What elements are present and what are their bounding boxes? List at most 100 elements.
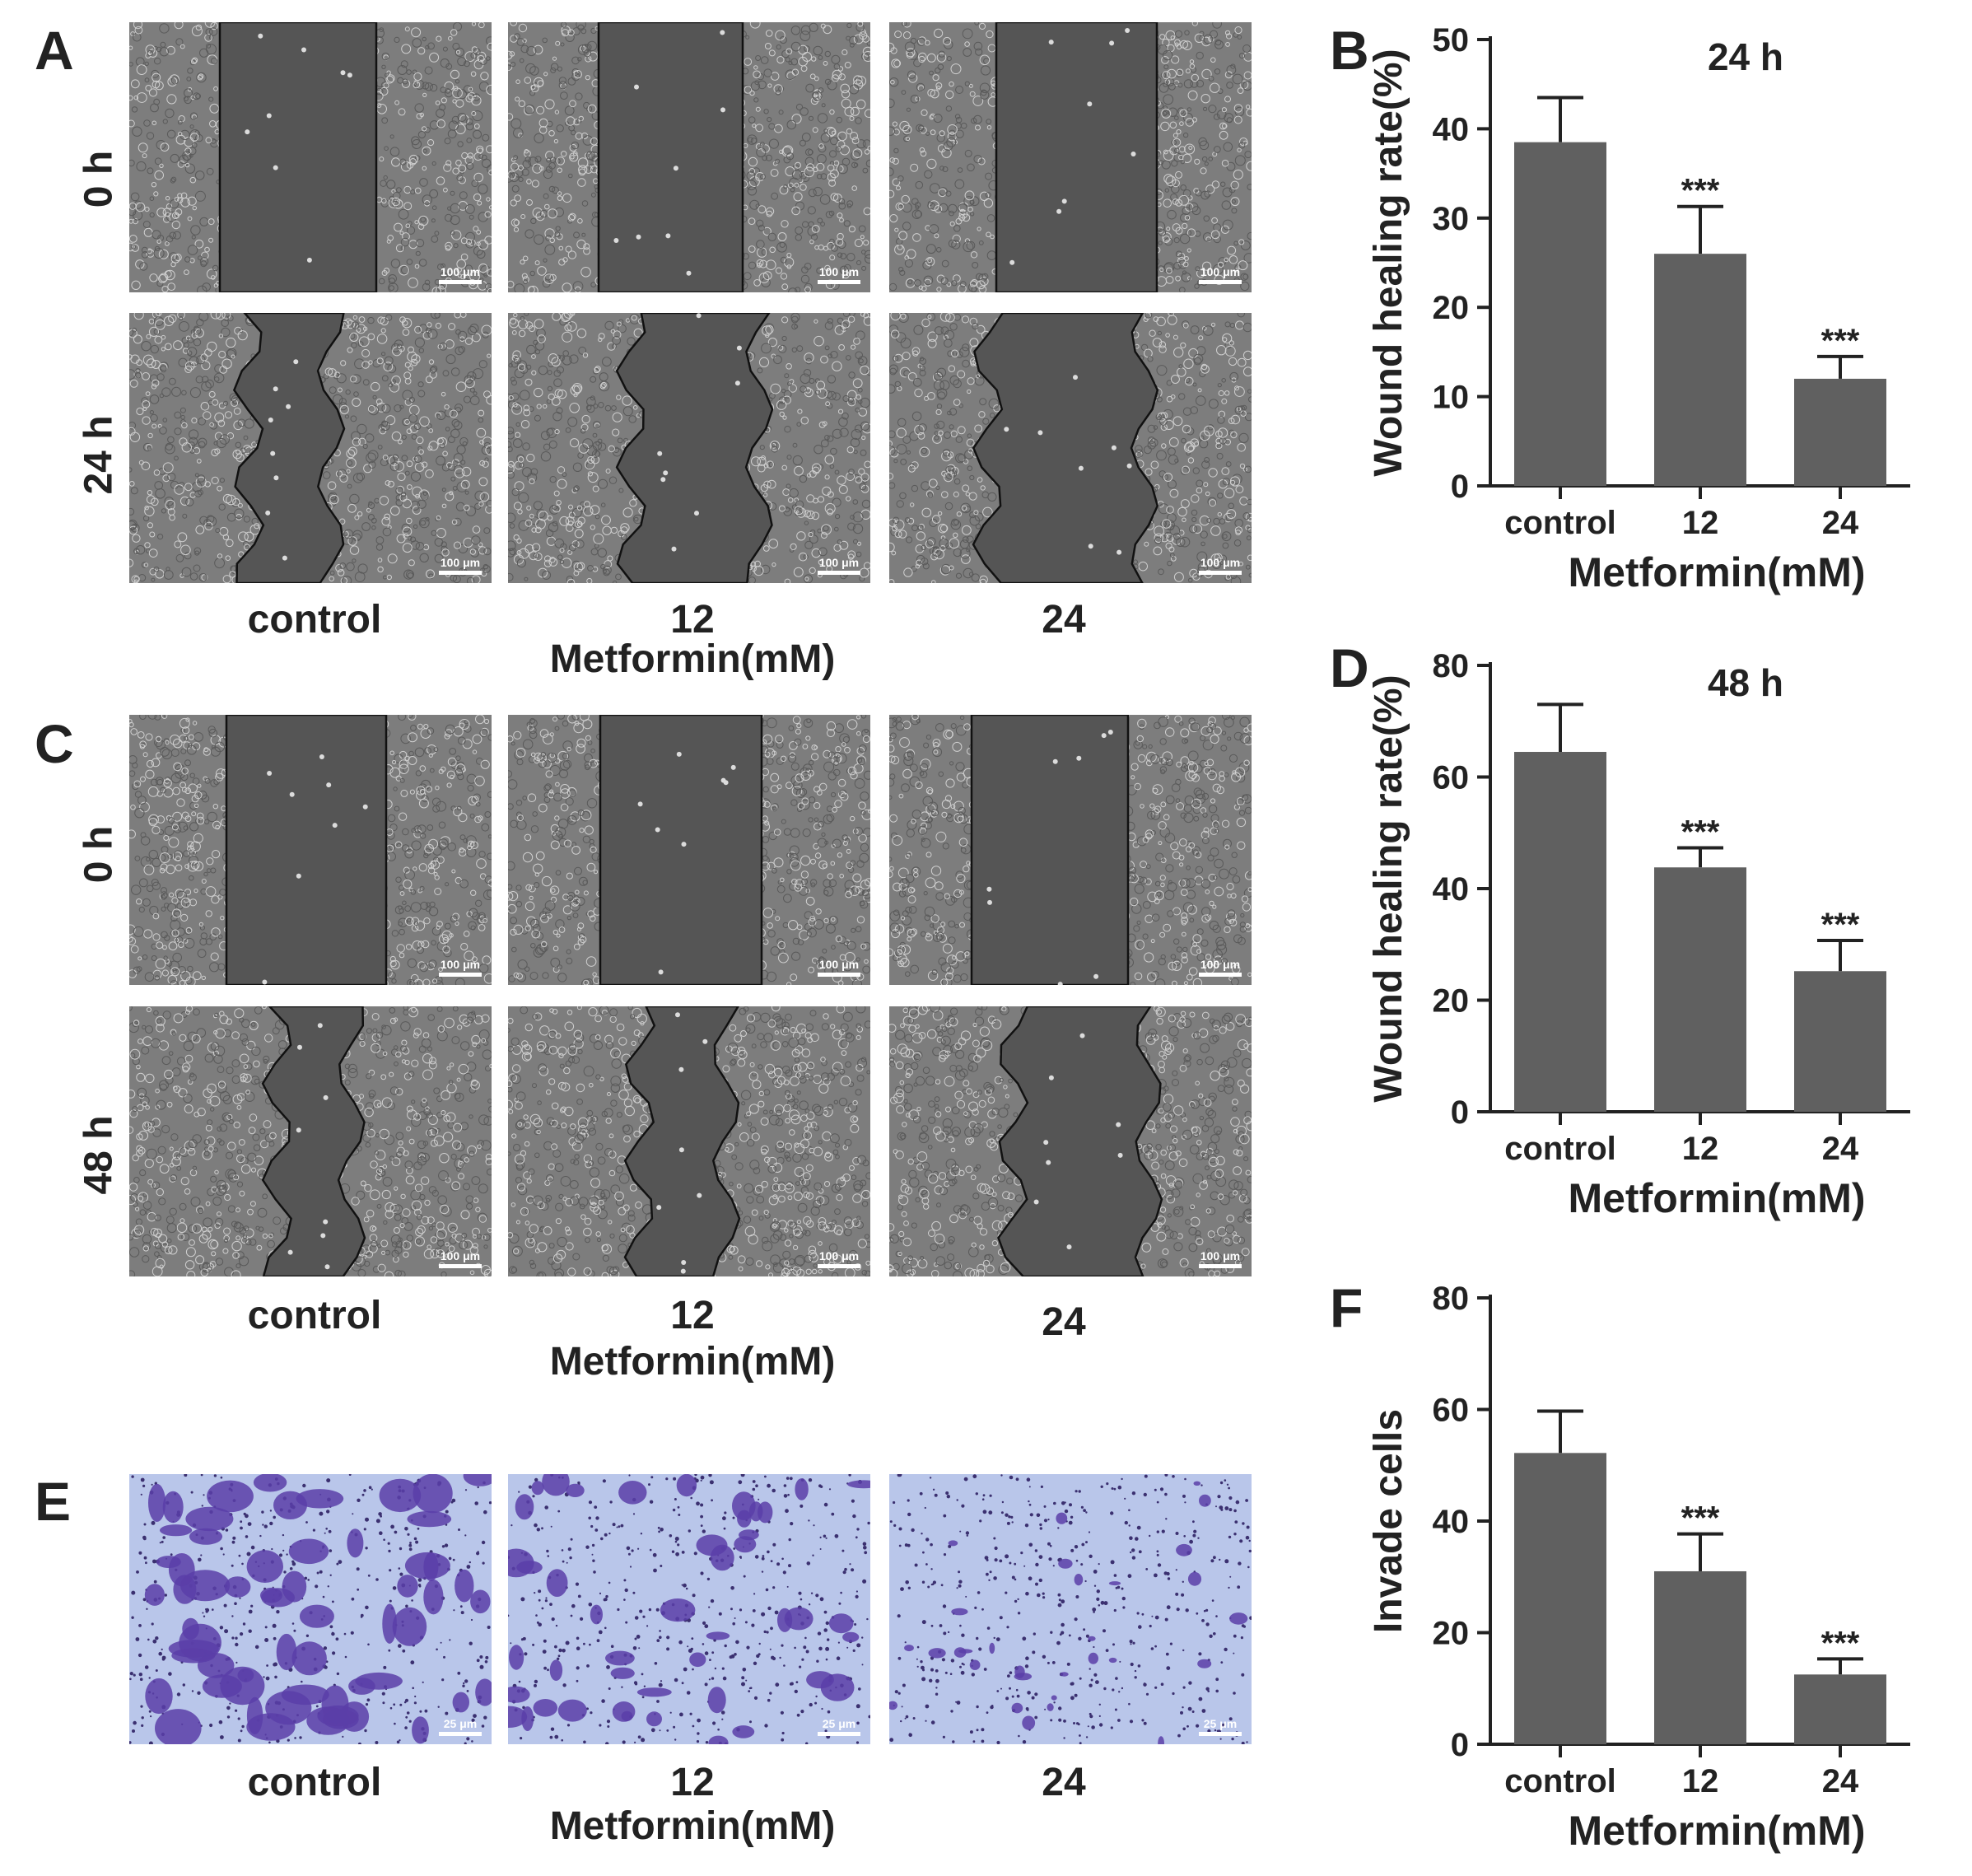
- scale-bar-line: [439, 1264, 482, 1268]
- y-tick-label: 60: [1433, 760, 1470, 796]
- wound-image-a-0h-control: 100 μm: [129, 22, 492, 292]
- scale-bar-label: 100 μm: [818, 265, 860, 278]
- scale-bar-line: [818, 973, 860, 977]
- scale-bar-label: 25 μm: [1203, 1717, 1238, 1730]
- panel-label-f: F: [1330, 1277, 1364, 1338]
- caption-c-12: 12: [670, 1294, 715, 1337]
- y-tick-label: 40: [1433, 1504, 1470, 1540]
- y-tick-label: 0: [1451, 469, 1469, 505]
- y-axis-label: Invade cells: [1367, 1409, 1410, 1633]
- chart-title: 24 h: [1708, 35, 1783, 78]
- y-axis-label: Wound healing rate(%): [1367, 674, 1410, 1102]
- y-tick-label: 40: [1433, 111, 1470, 147]
- wound-image-c-48h-12: 100 μm: [508, 1006, 870, 1276]
- wound-image-a-0h-24: 100 μm: [889, 22, 1252, 292]
- y-tick-label: 20: [1433, 983, 1470, 1020]
- significance-marker: ***: [1821, 907, 1860, 943]
- scale-bar: 100 μm: [439, 556, 482, 575]
- scale-bar: 25 μm: [1199, 1717, 1242, 1736]
- scale-bar: 100 μm: [818, 265, 860, 284]
- y-tick-label: 30: [1433, 201, 1470, 237]
- wound-image-c-0h-control: 100 μm: [129, 715, 492, 985]
- scale-bar-label: 100 μm: [440, 1249, 481, 1262]
- wound-image-c-0h-24: 100 μm: [889, 715, 1252, 985]
- panel-label-e: E: [35, 1471, 72, 1532]
- y-tick-label: 0: [1451, 1727, 1469, 1763]
- scale-bar-line: [439, 571, 482, 575]
- y-tick-label: 80: [1433, 1281, 1470, 1317]
- row-label-0h-c: 0 h: [77, 825, 121, 884]
- significance-marker: ***: [1681, 1500, 1720, 1537]
- x-tick-label: 24: [1822, 1131, 1859, 1167]
- panel-label-b: B: [1330, 20, 1369, 81]
- transwell-image-control: 25 μm: [129, 1474, 492, 1744]
- caption-e-24: 24: [1042, 1761, 1086, 1804]
- x-tick-label: 12: [1682, 1763, 1719, 1799]
- x-tick-label: control: [1504, 505, 1616, 541]
- scale-bar-label: 100 μm: [1200, 556, 1241, 569]
- chart-svg: 0 10 20 30 40 50 Wound healing rate(%) 24 h cont…: [1367, 22, 1910, 595]
- significance-marker: ***: [1821, 323, 1860, 359]
- bar-control: [1514, 1453, 1606, 1744]
- scale-bar: 100 μm: [818, 556, 860, 575]
- significance-marker: ***: [1821, 1625, 1860, 1661]
- y-axis-label: Wound healing rate(%): [1367, 49, 1410, 476]
- caption-c-metformin: Metformin(mM): [549, 1340, 836, 1384]
- chart-f: 0 20 40 60 80 Invade cells control 12 *** 24 *** Me…: [1350, 1275, 1927, 1868]
- scale-bar-label: 100 μm: [1200, 958, 1241, 971]
- caption-e-metformin: Metformin(mM): [549, 1804, 836, 1848]
- y-tick-label: 50: [1433, 22, 1470, 58]
- bar-12: [1654, 254, 1746, 486]
- wound-image-c-0h-12: 100 μm: [508, 715, 870, 985]
- chart-svg: 0 20 40 60 80 Invade cells control 12 *** 24 *** Me…: [1367, 1281, 1910, 1854]
- caption-c-control: control: [247, 1294, 382, 1337]
- scale-bar-label: 100 μm: [818, 556, 860, 569]
- caption-e-12: 12: [670, 1761, 715, 1804]
- scale-bar: 100 μm: [1199, 958, 1242, 977]
- panel-label-a: A: [35, 20, 74, 81]
- wound-image-a-24h-24: 100 μm: [889, 313, 1252, 583]
- scale-bar: 100 μm: [1199, 1249, 1242, 1268]
- wound-image-a-0h-12: 100 μm: [508, 22, 870, 292]
- bar-12: [1654, 867, 1746, 1112]
- scale-bar-label: 100 μm: [818, 1249, 860, 1262]
- bar-24: [1794, 378, 1886, 486]
- scale-bar-label: 100 μm: [440, 265, 481, 278]
- scale-bar: 25 μm: [439, 1717, 482, 1736]
- transwell-image-24: 25 μm: [889, 1474, 1252, 1744]
- y-tick-label: 20: [1433, 1616, 1470, 1652]
- scale-bar-line: [439, 280, 482, 284]
- x-axis-label: Metformin(mM): [1568, 549, 1865, 595]
- x-tick-label: 24: [1822, 505, 1859, 541]
- scale-bar: 100 μm: [439, 958, 482, 977]
- y-tick-label: 0: [1451, 1094, 1469, 1131]
- row-label-48h: 48 h: [77, 1115, 121, 1195]
- scale-bar-label: 100 μm: [1200, 1249, 1241, 1262]
- x-axis-label: Metformin(mM): [1568, 1808, 1865, 1854]
- caption-c-24: 24: [1042, 1300, 1086, 1344]
- scale-bar-label: 25 μm: [822, 1717, 856, 1730]
- scale-bar-label: 100 μm: [818, 958, 860, 971]
- caption-a-12: 12: [670, 598, 715, 642]
- scale-bar: 25 μm: [818, 1717, 860, 1736]
- scale-bar-line: [1199, 571, 1242, 575]
- x-tick-label: 24: [1822, 1763, 1859, 1799]
- chart-title: 48 h: [1708, 661, 1783, 704]
- scale-bar-line: [818, 1264, 860, 1268]
- y-tick-label: 40: [1433, 871, 1470, 908]
- scale-bar-line: [818, 571, 860, 575]
- chart-d: 0 20 40 60 80 Wound healing rate(%) 48 h contro…: [1350, 642, 1927, 1235]
- panel-label-d: D: [1330, 637, 1369, 698]
- scale-bar-line: [1199, 973, 1242, 977]
- scale-bar-line: [1199, 280, 1242, 284]
- scale-bar-line: [1199, 1264, 1242, 1268]
- scale-bar: 100 μm: [439, 1249, 482, 1268]
- bar-control: [1514, 752, 1606, 1112]
- caption-e-control: control: [247, 1761, 382, 1804]
- y-tick-label: 10: [1433, 380, 1470, 416]
- scale-bar-label: 100 μm: [440, 556, 481, 569]
- wound-image-a-24h-12: 100 μm: [508, 313, 870, 583]
- row-label-24h: 24 h: [77, 415, 121, 495]
- panel-label-c: C: [35, 713, 74, 774]
- scale-bar-line: [439, 1732, 482, 1736]
